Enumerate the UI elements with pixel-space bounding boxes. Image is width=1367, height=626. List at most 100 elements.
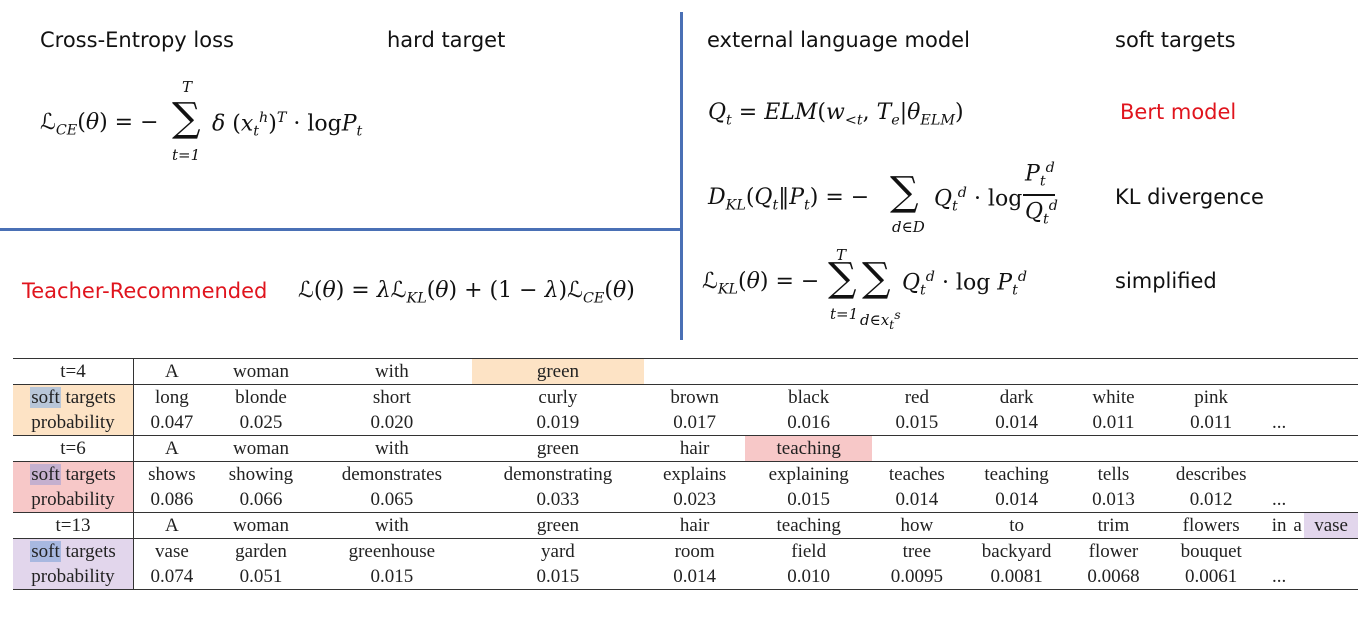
- soft-target-cell: long: [133, 384, 210, 410]
- soft-target-cell: teaching: [961, 461, 1072, 487]
- timestep-cell: t=4: [13, 358, 134, 385]
- word-cell: A: [133, 435, 210, 462]
- prob-cell: 0.012: [1189, 489, 1233, 510]
- soft-target-cell: bouquet: [1154, 538, 1268, 564]
- word-cell: green: [471, 512, 645, 539]
- current-word-cell: vase: [1304, 512, 1358, 539]
- soft-targets-table: t=4 A woman with green soft targets long…: [13, 358, 1358, 590]
- table-row: soft targets vase garden greenhouse yard…: [13, 538, 1358, 564]
- kl-sum-symbol: ∑: [890, 169, 919, 215]
- word-cell: with: [312, 358, 472, 385]
- soft-target-cell: garden: [209, 538, 313, 564]
- ellipsis-cell: ...: [1271, 489, 1287, 510]
- prob-cell: 0.0081: [961, 564, 1072, 590]
- word-cell: A: [133, 358, 210, 385]
- probability-row-label: probability: [13, 564, 134, 590]
- kl-formula-mid: Qtd · log: [934, 185, 1023, 215]
- prob-cell: 0.011: [1190, 412, 1233, 433]
- prob-cell: 0.0095: [872, 564, 962, 590]
- soft-target-cell: describes: [1154, 461, 1268, 487]
- prob-cell: 0.066: [239, 489, 283, 510]
- ce-formula-lhs: ℒCE(θ) = −: [40, 110, 159, 139]
- word-cell: hair: [644, 435, 745, 462]
- table-row: soft targets shows showing demonstrates …: [13, 461, 1358, 487]
- soft-targets-row-label: soft targets: [13, 461, 134, 487]
- current-word-cell: green: [471, 358, 645, 385]
- soft-target-cell: demonstrating: [471, 461, 645, 487]
- timestep-cell: t=6: [13, 435, 134, 462]
- soft-target-cell: brown: [644, 384, 745, 410]
- table-row: t=6 A woman with green hair teaching: [13, 435, 1358, 462]
- word-cell: woman: [209, 358, 313, 385]
- prob-cell: 0.047: [150, 412, 194, 433]
- prob-cell: 0.019: [536, 412, 580, 433]
- timestep-cell: t=13: [13, 512, 134, 539]
- teacher-recommended-label: Teacher-Recommended: [22, 279, 268, 303]
- bert-model-label: Bert model: [1120, 100, 1237, 124]
- soft-target-cell: pink: [1154, 384, 1268, 410]
- table-row: t=4 A woman with green: [13, 358, 1358, 385]
- hard-target-label: hard target: [387, 28, 506, 52]
- word-cell: woman: [209, 435, 313, 462]
- prob-cell: 0.0068: [1071, 564, 1155, 590]
- vertical-divider: [680, 12, 683, 340]
- prob-cell: 0.014: [644, 564, 745, 590]
- ce-sum-symbol: ∑: [172, 95, 201, 141]
- elm-formula: Qt = ELM(w<t, Te|θELM): [708, 100, 964, 129]
- ce-formula-rhs: δ (xth)T · logPt: [212, 110, 363, 140]
- word-cell: to: [961, 512, 1072, 539]
- soft-target-cell: showing: [209, 461, 313, 487]
- kl-sum-lower: d∈D: [892, 218, 925, 236]
- simplified-sum2-lower: d∈xts: [860, 307, 901, 332]
- ce-loss-label: Cross-Entropy loss: [40, 28, 234, 52]
- simplified-label: simplified: [1115, 269, 1217, 293]
- word-cell: trim: [1071, 512, 1155, 539]
- soft-target-cell: explains: [644, 461, 745, 487]
- elm-label: external language model: [707, 28, 970, 52]
- simplified-sum1: ∑: [828, 255, 857, 301]
- prob-cell: 0.033: [536, 489, 580, 510]
- prob-cell: 0.014: [895, 489, 939, 510]
- soft-target-cell: explaining: [744, 461, 873, 487]
- combined-loss-formula: ℒ(θ) = λℒKL(θ) + (1 − λ)ℒCE(θ): [298, 278, 635, 307]
- current-word-cell: teaching: [744, 435, 873, 462]
- prob-cell: 0.086: [150, 489, 194, 510]
- kl-formula-lhs: DKL(Qt‖Pt) = −: [708, 185, 870, 214]
- word-cell: with: [312, 512, 472, 539]
- prob-cell: 0.013: [1092, 489, 1135, 510]
- prob-cell: 0.051: [209, 564, 313, 590]
- prob-cell: 0.015: [895, 412, 939, 433]
- kl-fraction-den: Qtd: [1025, 198, 1058, 228]
- ce-sum-upper: T: [182, 78, 193, 96]
- horizontal-divider: [0, 228, 682, 231]
- ce-sum-lower: t=1: [172, 146, 201, 164]
- simplified-sum1-lower: t=1: [830, 305, 859, 323]
- word-cell: teaching: [744, 512, 873, 539]
- soft-target-cell: field: [744, 538, 873, 564]
- word-cell: woman: [209, 512, 313, 539]
- soft-targets-label: soft targets: [1115, 28, 1236, 52]
- simplified-sum1-upper: T: [836, 246, 847, 264]
- soft-targets-row-label: soft targets: [13, 384, 134, 410]
- simplified-sum2: ∑: [862, 255, 891, 301]
- prob-cell: 0.016: [787, 412, 831, 433]
- probability-row-label: probability: [13, 410, 134, 436]
- prob-cell: 0.014: [995, 412, 1038, 433]
- soft-target-cell: flower: [1071, 538, 1155, 564]
- kl-fraction-num: Ptd: [1025, 160, 1055, 190]
- ellipsis-cell: ...: [1271, 412, 1287, 433]
- soft-target-cell: backyard: [961, 538, 1072, 564]
- soft-targets-row-label: soft targets: [13, 538, 134, 564]
- prob-cell: 0.017: [673, 412, 716, 433]
- prob-cell: 0.0061: [1154, 564, 1268, 590]
- table-row: probability 0.086 0.066 0.065 0.033 0.02…: [13, 487, 1358, 513]
- table-row: t=13 A woman with green hair teaching ho…: [13, 512, 1358, 539]
- prob-cell: 0.025: [239, 412, 283, 433]
- soft-target-cell: curly: [471, 384, 645, 410]
- table-row: probability 0.047 0.025 0.020 0.019 0.01…: [13, 410, 1358, 436]
- prob-cell: 0.065: [370, 489, 414, 510]
- probability-row-label: probability: [13, 487, 134, 513]
- prob-cell: 0.015: [471, 564, 645, 590]
- prob-cell: 0.074: [133, 564, 210, 590]
- word-cell: green: [471, 435, 645, 462]
